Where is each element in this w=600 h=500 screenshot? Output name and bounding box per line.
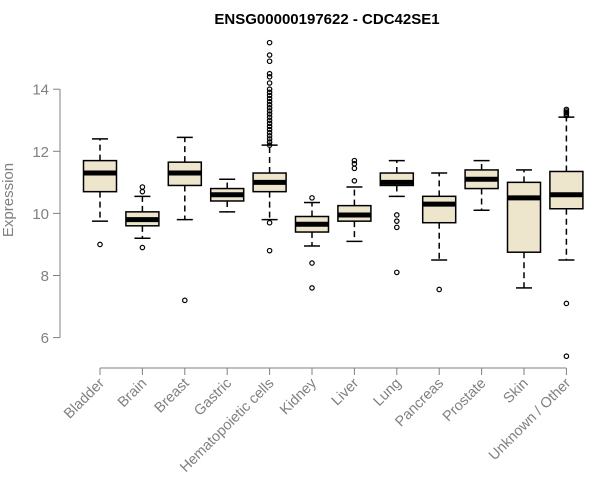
outlier-point [351,157,358,164]
outlier-point [266,117,273,124]
outlier-point [266,114,273,120]
outlier-point [182,297,188,304]
outlier-point [266,52,273,58]
box-body [82,159,118,193]
boxes-layer [82,39,584,360]
box-kidney [294,195,330,291]
outlier-point [393,212,400,218]
outlier-point [266,142,273,148]
x-tick-label: Lung [370,376,404,410]
y-tick-label: 12 [32,144,49,161]
outlier-point [266,89,273,96]
x-tick-label: Breast [152,376,193,417]
outlier-point [436,286,443,293]
box-body [506,181,542,253]
outlier-point [266,98,273,105]
box-gastric [209,178,245,213]
box-breast [167,136,203,304]
outlier-point [351,165,358,172]
outlier-point [309,285,315,291]
outlier-point [266,73,273,80]
box-skin [506,169,542,289]
outlier-point [139,184,146,190]
outlier-point [266,126,273,133]
box-liver [337,157,372,243]
y-tick-label: 6 [41,330,49,347]
outlier-point [563,300,570,307]
y-tick-label: 8 [41,268,49,285]
x-tick-label: Bladder [61,375,108,422]
box-lung [379,159,415,276]
y-tick-label: 10 [32,206,49,223]
box-unknown-other [549,106,584,360]
outlier-point [266,120,273,127]
box-body [549,170,584,210]
outlier-point [97,241,103,248]
outlier-point [266,70,273,77]
outlier-point [266,105,273,111]
outlier-point [266,39,273,46]
box-bladder [82,138,118,248]
x-tick-label: Skin [501,376,532,407]
outlier-point [266,129,273,136]
box-brain [125,184,160,251]
box-hematopoietic-cells [252,39,287,254]
outlier-point [266,132,273,139]
outlier-point [139,188,146,195]
outlier-point [266,108,273,114]
outlier-point [393,224,400,231]
outlier-point [266,111,273,117]
x-tick-label: Kidney [277,375,320,418]
outlier-point [266,86,273,93]
outlier-point [393,218,400,224]
x-tick-label: Liver [329,375,363,409]
box-prostate [464,159,499,212]
outlier-point [139,244,146,251]
outlier-point [563,353,570,360]
outlier-point [563,106,570,113]
outlier-point [309,195,315,201]
outlier-point [266,247,273,254]
box-body [421,195,457,224]
outlier-point [351,160,358,167]
x-tick-label: Brain [115,376,150,411]
outlier-point [266,123,273,130]
y-axis-label: Expression [0,163,17,237]
outlier-point [351,177,358,184]
outlier-point [266,101,273,108]
chart-title: ENSG00000197622 - CDC42SE1 [214,11,439,28]
outlier-point [309,260,315,266]
outlier-point [266,136,273,142]
box-pancreas [421,172,457,293]
outlier-point [266,139,273,145]
outlier-point [266,58,273,65]
outlier-point [266,92,273,99]
outlier-point [266,80,273,86]
outlier-point [266,95,273,102]
outlier-point [266,219,273,226]
outlier-point [393,269,400,276]
x-tick-label: Prostate [440,376,489,425]
x-tick-label: Unknown / Other [486,375,574,463]
y-tick-label: 14 [32,82,49,99]
y-axis: 6 8 10 12 14 [32,82,61,347]
